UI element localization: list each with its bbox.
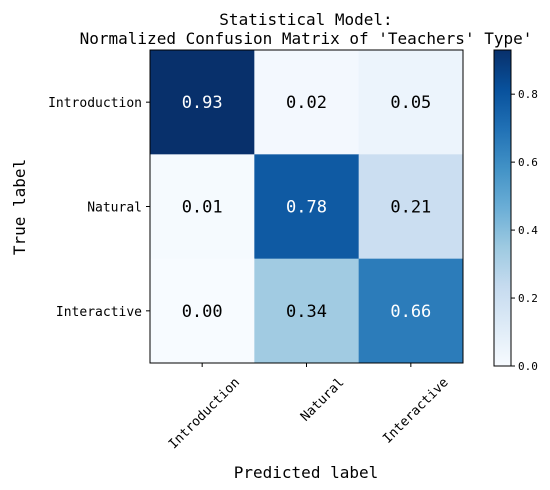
cell-value-1-1: 0.78 (286, 198, 327, 218)
heatmap-cell-1-0 (150, 154, 255, 260)
x-tick-label: Natural (298, 375, 347, 424)
heatmap-cell-2-0 (150, 258, 255, 364)
colorbar-tick-label: 0.0 (518, 360, 538, 373)
heatmap-cell-1-2 (358, 154, 464, 260)
y-axis-label: True label (10, 159, 29, 255)
colorbar: 0.0 0.2 0.4 0.6 0.8 (493, 49, 538, 373)
chart-subtitle: Normalized Confusion Matrix of 'Teachers… (80, 29, 533, 48)
colorbar-gradient (493, 49, 512, 367)
heatmap-cell-2-1 (254, 258, 360, 364)
cell-value-0-0: 0.93 (182, 93, 223, 113)
cell-value-2-0: 0.00 (182, 302, 223, 322)
cell-value-1-0: 0.01 (182, 198, 223, 218)
heatmap-cell-2-2 (358, 258, 464, 364)
colorbar-tick-label: 0.4 (518, 224, 538, 237)
colorbar-tick-label: 0.6 (518, 156, 538, 169)
y-tick-label: Interactive (56, 305, 142, 320)
heatmap-cell-1-1 (254, 154, 360, 260)
cell-value-0-1: 0.02 (286, 93, 327, 113)
x-axis-label: Predicted label (234, 463, 379, 482)
x-tick-label: Introduction (166, 375, 243, 452)
x-tick-labels: Introduction Natural Interactive (166, 363, 452, 452)
chart-title: Statistical Model: (219, 10, 392, 29)
heatmap-cells: 0.93 0.02 0.05 0.01 0.78 0.21 0.00 0.34 0.66 (150, 50, 464, 364)
heatmap-cell-0-2 (358, 50, 464, 155)
y-tick-label: Introduction (48, 96, 142, 111)
x-tick-label: Interactive (380, 375, 452, 447)
cell-value-2-1: 0.34 (286, 302, 327, 322)
cell-value-2-2: 0.66 (390, 302, 431, 322)
colorbar-ticks: 0.0 0.2 0.4 0.6 0.8 (511, 88, 538, 373)
y-tick-labels: Introduction Natural Interactive (48, 96, 150, 320)
cell-value-1-2: 0.21 (390, 198, 431, 218)
y-tick-label: Natural (87, 201, 142, 216)
colorbar-tick-label: 0.2 (518, 292, 538, 305)
colorbar-tick-label: 0.8 (518, 88, 538, 101)
heatmap-cell-0-1 (254, 50, 360, 155)
cell-value-0-2: 0.05 (390, 93, 431, 113)
heatmap-cell-0-0 (150, 50, 255, 155)
